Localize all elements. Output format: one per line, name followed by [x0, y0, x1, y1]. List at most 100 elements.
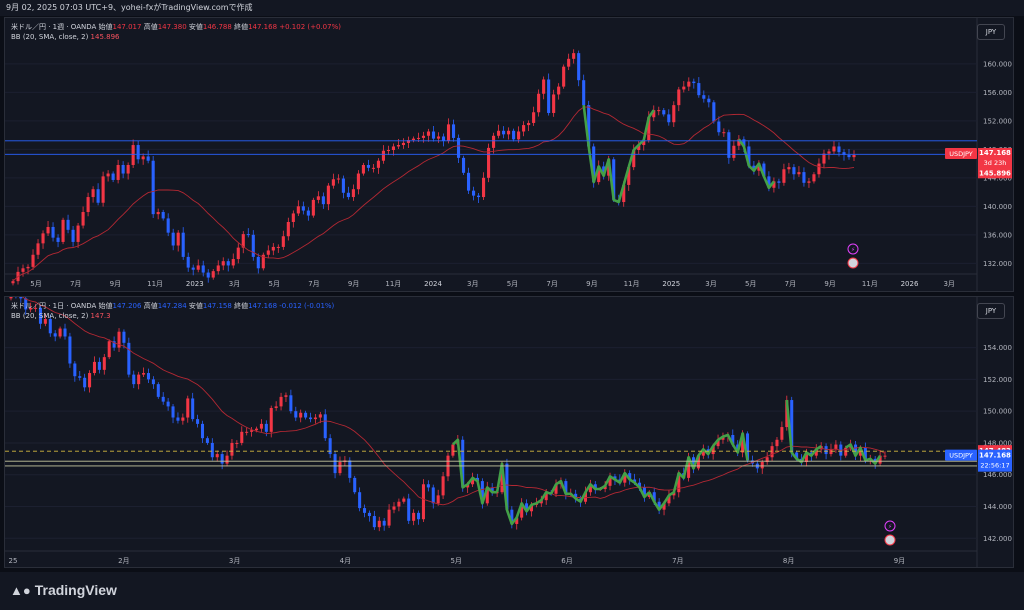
highlight-wave-line	[582, 104, 630, 204]
symbol-tag[interactable]	[945, 148, 977, 160]
candle-body	[780, 427, 784, 440]
y-tick-label: 152.000	[983, 376, 1012, 384]
x-tick-label: 7月	[70, 280, 81, 288]
candle-body	[304, 412, 308, 418]
weekly-bb-legend: BB (20, SMA, close, 2) 145.896	[11, 32, 120, 42]
candle-body	[628, 473, 632, 480]
candle-body	[847, 155, 851, 158]
daily-chart-canvas[interactable]: 142.000 144.000 146.000 148.000 150.000 152.0…	[5, 297, 1013, 567]
candle-body	[331, 179, 335, 186]
candle-body	[827, 151, 831, 154]
candle-body	[588, 484, 592, 493]
tradingview-logo[interactable]: ▲● TradingView	[10, 582, 117, 598]
y-tick-label: 142.000	[983, 535, 1012, 543]
daily-legend: 米ドル／円 · 1日 · OANDA 始値147.206 高値147.284 安…	[11, 301, 334, 311]
candle-body	[572, 53, 576, 59]
candle-body	[711, 446, 715, 455]
candle-body	[490, 487, 494, 493]
candle-body	[271, 246, 275, 251]
candle-body	[701, 449, 705, 456]
us-flag-event-icon[interactable]	[847, 257, 859, 269]
candle-body	[633, 479, 637, 483]
candle-body	[451, 124, 456, 138]
candle-body	[672, 105, 676, 123]
candle-body	[691, 457, 696, 469]
daily-chart-panel[interactable]: 142.000 144.000 146.000 148.000 150.000 152.0…	[4, 296, 1014, 568]
candle-body	[221, 261, 225, 266]
candles-group	[9, 297, 887, 532]
lightning-event-icon[interactable]	[847, 243, 859, 255]
candle-body	[787, 167, 791, 170]
candle-body	[411, 138, 416, 141]
symbol-tag[interactable]	[945, 449, 977, 461]
candle-body	[151, 379, 155, 385]
daily-bb-label: BB (20, SMA, close, 2)	[11, 312, 89, 320]
candle-body	[642, 140, 646, 146]
us-flag-event-icon[interactable]	[884, 534, 896, 546]
y-tick-label: 144.000	[983, 503, 1012, 511]
weekly-bb-value: 145.896	[90, 33, 120, 41]
x-tick-label: 2026	[901, 280, 919, 288]
candle-body	[284, 395, 288, 397]
x-tick-label: 9月	[894, 557, 905, 565]
candle-body	[837, 146, 841, 153]
candle-body	[431, 487, 435, 504]
candle-body	[191, 398, 195, 420]
candle-body	[652, 492, 656, 502]
candle-body	[121, 164, 125, 174]
candle-body	[477, 195, 481, 198]
candle-body	[220, 454, 224, 464]
price-tag-countdown: 3d 23h	[984, 159, 1007, 167]
daily-open: 147.206	[112, 302, 142, 310]
candle-body	[301, 206, 305, 211]
x-tick-label: 9月	[586, 280, 597, 288]
weekly-chart-canvas[interactable]: 132.000136.000140.000144.000148.000152.0…	[5, 18, 1013, 291]
candle-body	[441, 476, 445, 496]
candle-body	[767, 176, 771, 188]
footer: ▲● TradingView	[0, 572, 1024, 610]
candle-body	[812, 174, 816, 182]
candle-body	[363, 508, 367, 513]
candle-body	[613, 476, 617, 480]
candle-body	[116, 164, 120, 180]
candle-body	[240, 431, 244, 443]
candle-body	[48, 319, 52, 334]
candle-body	[372, 516, 376, 528]
candle-body	[382, 520, 386, 526]
highlight-wave-line	[737, 138, 775, 190]
x-tick-label: 3月	[229, 557, 240, 565]
candle-body	[492, 135, 496, 148]
candle-body	[68, 336, 72, 364]
candle-body	[311, 199, 315, 216]
candle-body	[396, 145, 401, 147]
candle-body	[712, 102, 716, 122]
x-tick-label: 5月	[745, 280, 756, 288]
candle-body	[603, 485, 607, 490]
candle-body	[274, 406, 278, 408]
x-tick-label: 3月	[943, 280, 954, 288]
weekly-currency-badge[interactable]: JPY	[977, 24, 1005, 40]
candle-body	[593, 484, 597, 490]
candle-body	[657, 110, 661, 112]
candle-body	[667, 495, 671, 504]
candle-body	[858, 447, 862, 456]
candle-body	[391, 146, 396, 151]
candle-body	[31, 254, 35, 267]
candle-body	[231, 259, 235, 266]
candle-body	[386, 150, 390, 152]
candle-body	[97, 361, 101, 370]
candle-body	[226, 261, 230, 266]
candle-body	[102, 357, 106, 370]
lightning-event-icon[interactable]	[884, 520, 896, 532]
x-tick-label: 2023	[186, 280, 204, 288]
candle-body	[66, 219, 70, 230]
tradingview-brand: TradingView	[34, 582, 117, 598]
y-tick-label: 156.000	[983, 89, 1012, 97]
y-tick-label: 132.000	[983, 260, 1012, 268]
candle-body	[451, 444, 455, 456]
weekly-chart-panel[interactable]: 132.000136.000140.000144.000148.000152.0…	[4, 17, 1014, 292]
daily-currency-badge[interactable]: JPY	[977, 303, 1005, 319]
candle-body	[475, 477, 479, 482]
weekly-bb-label: BB (20, SMA, close, 2)	[11, 33, 89, 41]
x-tick-label: 5月	[268, 280, 279, 288]
